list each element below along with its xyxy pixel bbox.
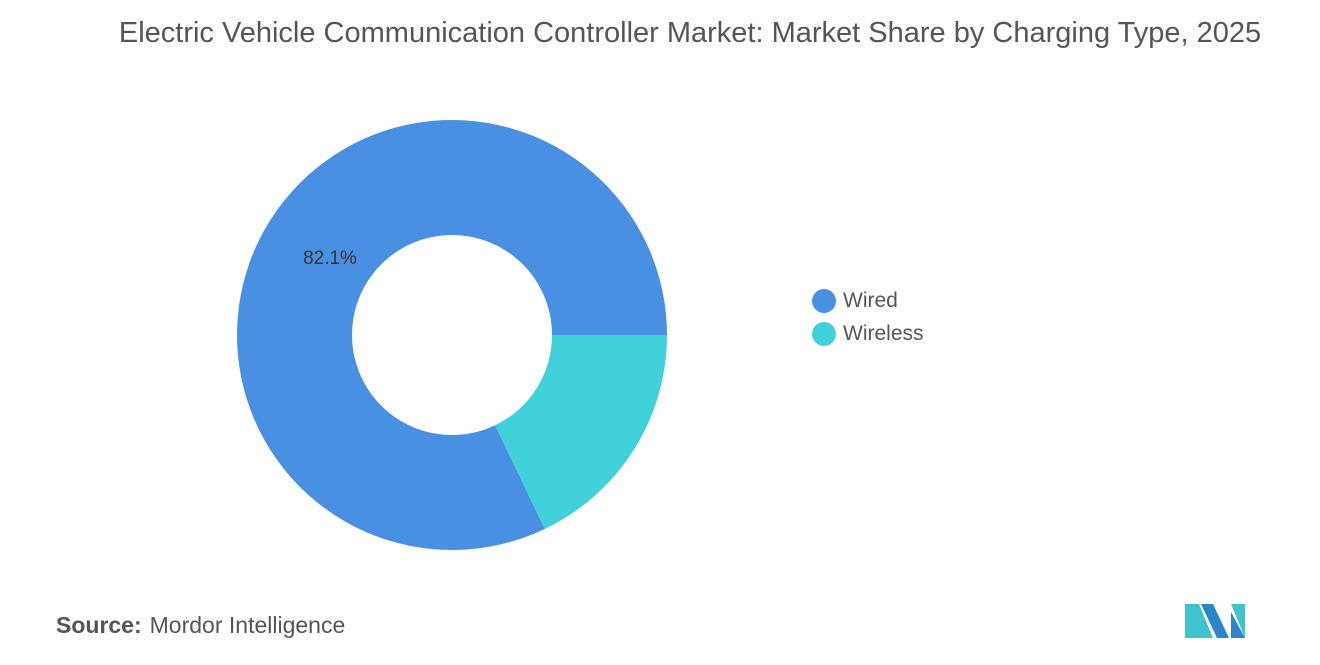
source-note: Source: Mordor Intelligence xyxy=(56,612,345,639)
legend-swatch xyxy=(812,321,836,346)
legend-label: Wired xyxy=(843,288,898,312)
legend: Wired Wireless xyxy=(812,284,924,350)
source-value: Mordor Intelligence xyxy=(149,612,346,638)
mordor-logo xyxy=(1185,604,1245,638)
legend-swatch xyxy=(812,288,836,313)
legend-item-wireless: Wireless xyxy=(812,317,924,350)
slice-wireless xyxy=(495,335,667,529)
legend-item-wired: Wired xyxy=(812,284,924,317)
slice-wired xyxy=(237,119,667,550)
legend-label: Wireless xyxy=(843,321,924,345)
chart-title: Electric Vehicle Communication Controlle… xyxy=(118,17,1262,49)
source-label: Source: xyxy=(56,612,142,638)
data-label-wired: 82.1% xyxy=(303,248,357,269)
